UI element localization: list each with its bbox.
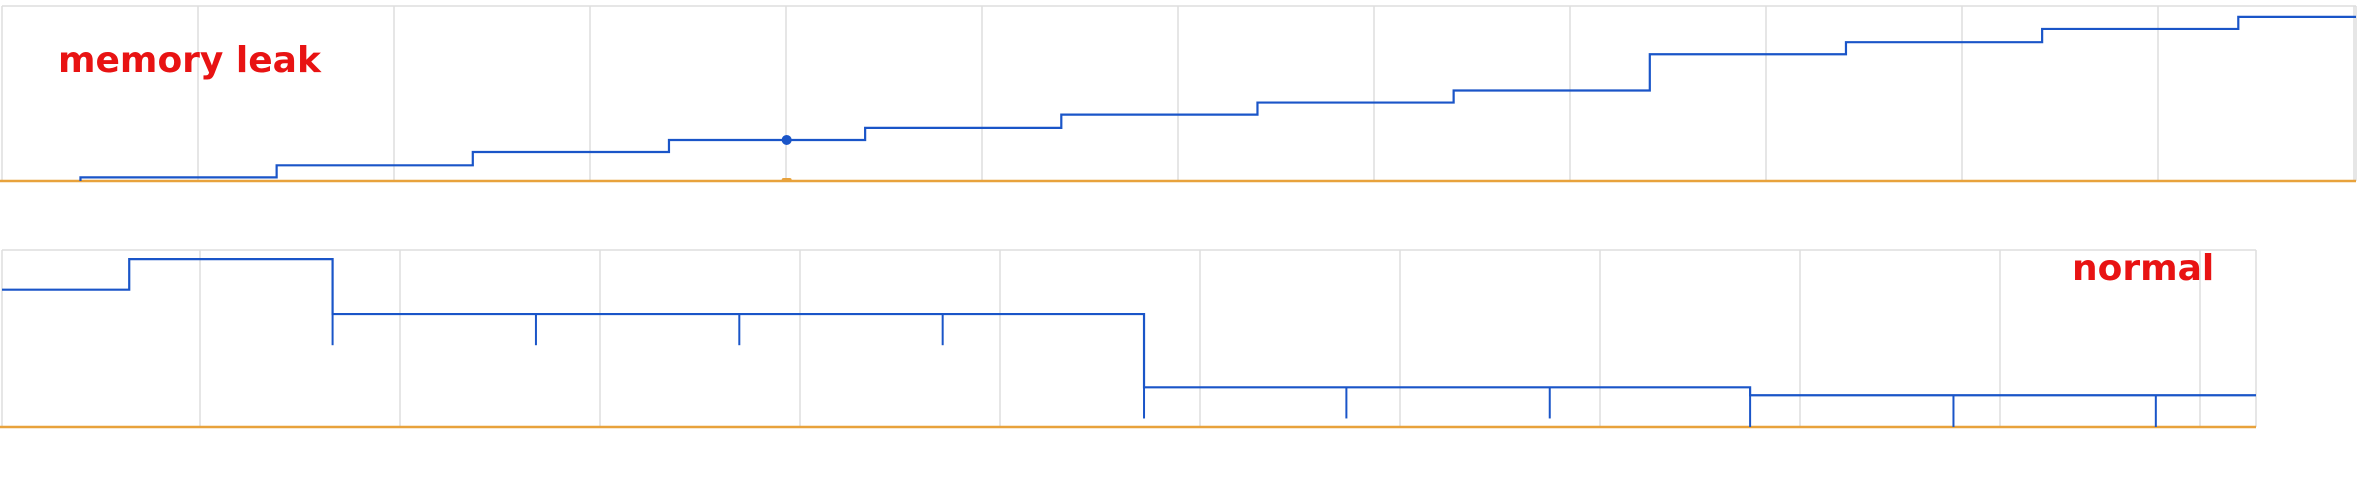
series-step-line: [2, 258, 2256, 397]
normal-label: normal: [2072, 248, 2214, 289]
memory-leak-chart: memory leak: [0, 5, 2357, 183]
normal-marks: [0, 258, 2256, 429]
memory-leak-label: memory leak: [58, 40, 322, 81]
memory-leak-marks: [0, 15, 2356, 183]
normal-grid: [1, 249, 2257, 427]
series-step-line: [79, 15, 2356, 181]
highlight-baseline-marker: [781, 178, 792, 182]
normal-chart: normal: [0, 248, 2257, 429]
highlight-point[interactable]: [781, 134, 792, 145]
memory-leak-grid: [1, 5, 2357, 181]
